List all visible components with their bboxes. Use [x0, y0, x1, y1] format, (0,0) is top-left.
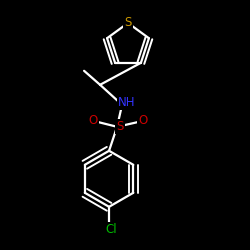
Text: Cl: Cl	[105, 223, 117, 236]
Text: S: S	[116, 120, 124, 133]
Text: S: S	[124, 16, 132, 28]
Text: O: O	[138, 114, 148, 127]
Text: NH: NH	[118, 96, 136, 109]
Text: O: O	[88, 114, 98, 127]
